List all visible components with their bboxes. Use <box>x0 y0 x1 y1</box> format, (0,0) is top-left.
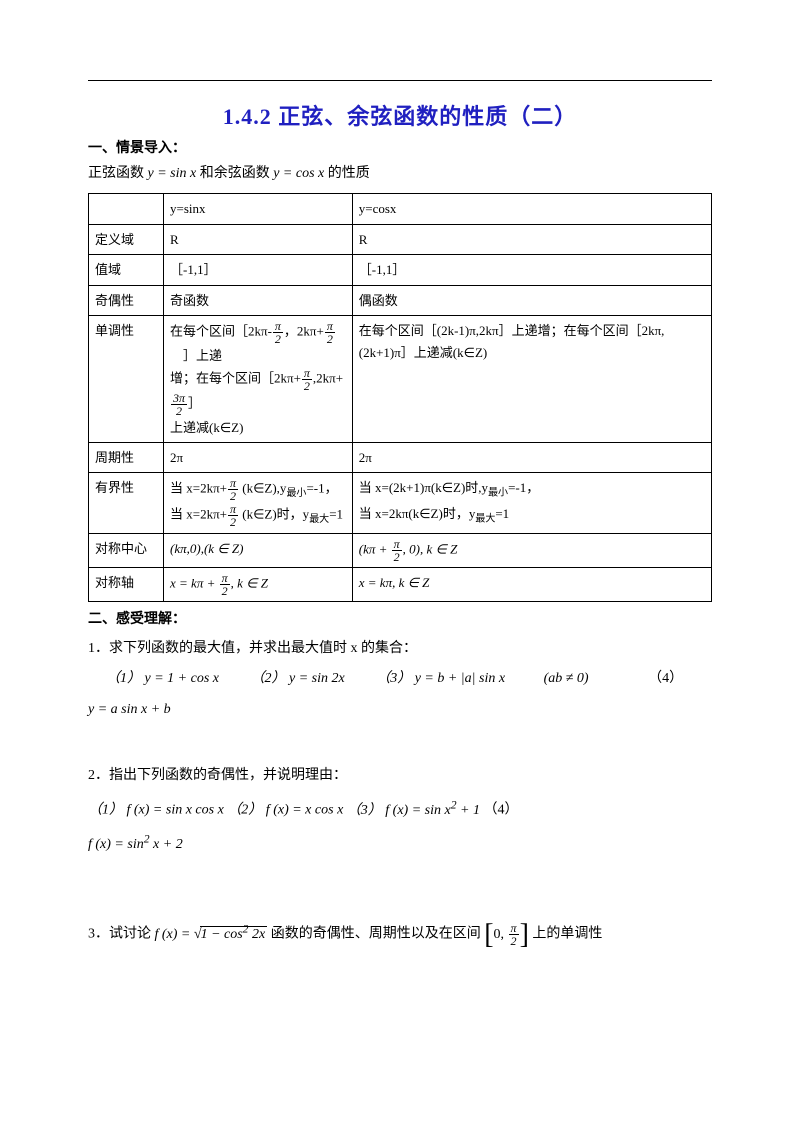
question-2-stem: 2．指出下列函数的奇偶性，并说明理由： <box>88 763 712 790</box>
table-row: 周期性 2π 2π <box>89 443 712 473</box>
cell-value: ［-1,1］ <box>352 255 711 285</box>
properties-table: y=sinx y=cosx 定义域 R R 值域 ［-1,1］ ［-1,1］ 奇… <box>88 193 712 601</box>
cell-value-center-cos: (kπ + π2, 0), k ∈ Z <box>352 533 711 567</box>
q1-f4: y = a sin x + b <box>88 702 171 717</box>
q2-opt1: （1） f (x) = sin x cos x <box>88 803 224 818</box>
intro-text: 正弦函数 <box>88 166 148 181</box>
q2-f4: f (x) = sin2 x + 2 <box>88 837 183 852</box>
q1-opt3-cond: (ab ≠ 0) <box>544 671 589 686</box>
q2-opt3: （3） f (x) = sin x2 + 1 <box>347 803 480 818</box>
q1-opt3-f: （3） y = b + |a| sin x <box>376 671 505 686</box>
q3-interval: [0, π2] <box>484 922 529 949</box>
top-rule <box>88 80 712 81</box>
question-2-cont: f (x) = sin2 x + 2 <box>88 828 712 858</box>
intro-text: 的性质 <box>328 166 370 181</box>
cell-label: 对称轴 <box>89 567 164 601</box>
cell-value: ［-1,1］ <box>164 255 353 285</box>
cell-label: 周期性 <box>89 443 164 473</box>
cell-label: 值域 <box>89 255 164 285</box>
cell-value: R <box>352 224 711 254</box>
table-row: 奇偶性 奇函数 偶函数 <box>89 285 712 315</box>
q1-text: 1．求下列函数的最大值，并求出最大值时 x 的集合： <box>88 641 417 656</box>
question-2-options: （1） f (x) = sin x cos x （2） f (x) = x co… <box>88 794 712 824</box>
intro-text: 和余弦函数 <box>200 166 274 181</box>
doc-title: 1.4.2 正弦、余弦函数的性质（二） <box>88 99 712 131</box>
q3-formula: f (x) = 1 − cos2 2x <box>155 927 268 942</box>
q3-pre: 3．试讨论 <box>88 927 155 942</box>
table-row: 单调性 在每个区间［2kπ-π2，2kπ+π2 ］上递 增；在每个区间［2kπ+… <box>89 316 712 443</box>
cell-label: 对称中心 <box>89 533 164 567</box>
q2-opt4: （4） <box>484 803 519 818</box>
cell-value-mono-sin: 在每个区间［2kπ-π2，2kπ+π2 ］上递 增；在每个区间［2kπ+π2,2… <box>164 316 353 443</box>
cell-label: 定义域 <box>89 224 164 254</box>
section-1-intro: 正弦函数 y = sin x 和余弦函数 y = cos x 的性质 <box>88 163 712 185</box>
q3-mid1: 函数的奇偶性、周期性以及在区间 <box>271 927 481 942</box>
section-2-heading: 二、感受理解： <box>88 608 712 628</box>
table-row: 值域 ［-1,1］ ［-1,1］ <box>89 255 712 285</box>
cell-value: 2π <box>352 443 711 473</box>
table-row: 对称中心 (kπ,0),(k ∈ Z) (kπ + π2, 0), k ∈ Z <box>89 533 712 567</box>
cell-value: R <box>164 224 353 254</box>
cell-value-bound-sin: 当 x=2kπ+π2 (k∈Z),y最小=-1， 当 x=2kπ+π2 (k∈Z… <box>164 473 353 533</box>
table-row: 有界性 当 x=2kπ+π2 (k∈Z),y最小=-1， 当 x=2kπ+π2 … <box>89 473 712 533</box>
q1-opt1: （1） y = 1 + cos x <box>106 671 219 686</box>
cell-value: 2π <box>164 443 353 473</box>
q1-opt4: （4） <box>648 671 683 686</box>
cell-value-mono-cos: 在每个区间［(2k-1)π,2kπ］上递增；在每个区间［2kπ,(2k+1)π］… <box>352 316 711 443</box>
cell-blank <box>89 194 164 224</box>
cell-label: 单调性 <box>89 316 164 443</box>
cell-value-center-sin: (kπ,0),(k ∈ Z) <box>164 533 353 567</box>
q1-opt2: （2） y = sin 2x <box>250 671 344 686</box>
q2-opt2: （2） f (x) = x cos x <box>227 803 343 818</box>
table-row: y=sinx y=cosx <box>89 194 712 224</box>
cell-header-cos: y=cosx <box>352 194 711 224</box>
cell-label: 奇偶性 <box>89 285 164 315</box>
intro-formula-1: y = sin x <box>148 166 197 181</box>
question-3: 3．试讨论 f (x) = 1 − cos2 2x 函数的奇偶性、周期性以及在区… <box>88 918 712 948</box>
table-row: 定义域 R R <box>89 224 712 254</box>
problems-block: 1．求下列函数的最大值，并求出最大值时 x 的集合： （1） y = 1 + c… <box>88 636 712 949</box>
cell-value: 偶函数 <box>352 285 711 315</box>
question-1-stem: 1．求下列函数的最大值，并求出最大值时 x 的集合： <box>88 636 712 663</box>
cell-value-bound-cos: 当 x=(2k+1)π(k∈Z)时,y最小=-1， 当 x=2kπ(k∈Z)时，… <box>352 473 711 533</box>
section-1-heading: 一、情景导入： <box>88 137 712 157</box>
table-row: 对称轴 x = kπ + π2, k ∈ Z x = kπ, k ∈ Z <box>89 567 712 601</box>
question-1-cont: y = a sin x + b <box>88 697 712 724</box>
q1-opt3: （3） y = b + |a| sin x (ab ≠ 0) <box>376 671 616 686</box>
cell-value-axis-cos: x = kπ, k ∈ Z <box>352 567 711 601</box>
cell-value-axis-sin: x = kπ + π2, k ∈ Z <box>164 567 353 601</box>
cell-label: 有界性 <box>89 473 164 533</box>
cell-value: 奇函数 <box>164 285 353 315</box>
intro-formula-2: y = cos x <box>273 166 324 181</box>
q3-mid2: 上的单调性 <box>532 927 602 942</box>
question-1-options: （1） y = 1 + cos x （2） y = sin 2x （3） y =… <box>88 666 712 693</box>
cell-header-sin: y=sinx <box>164 194 353 224</box>
